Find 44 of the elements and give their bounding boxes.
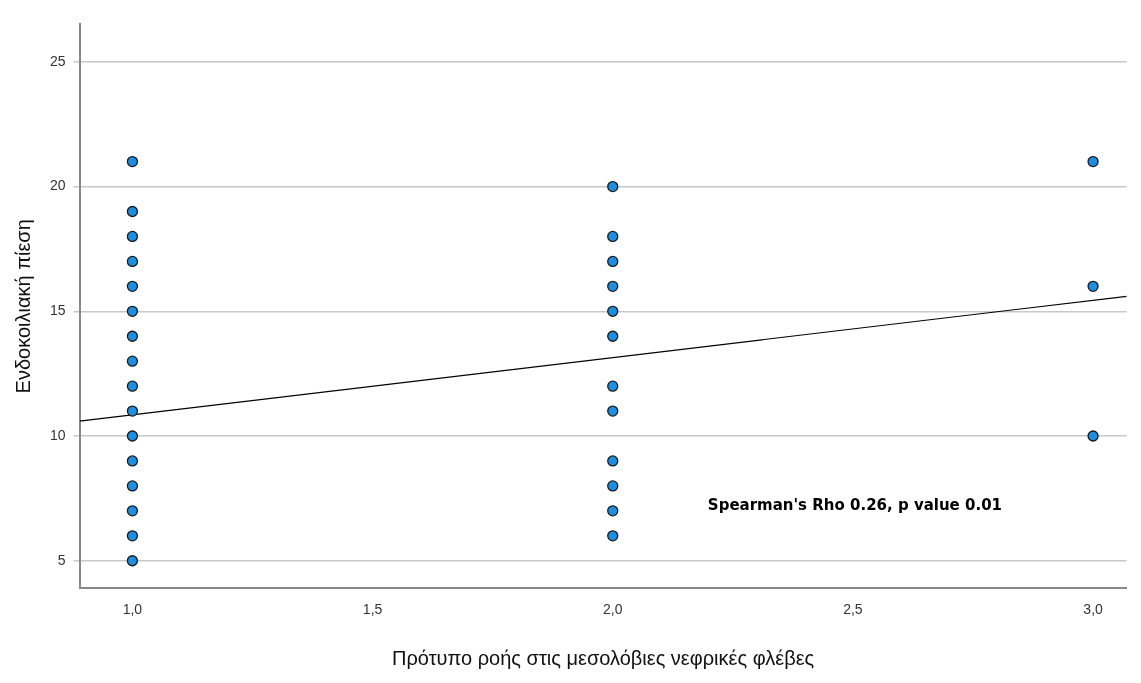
point [607, 330, 619, 342]
point [607, 530, 619, 542]
point [126, 405, 139, 417]
x-tick-label: 1,5 [362, 601, 383, 618]
point [126, 530, 139, 542]
y-axis-title: Ενδοκοιλιακή πίεση [11, 219, 34, 394]
point [607, 230, 619, 243]
x-tick-label: 3,0 [1083, 601, 1104, 618]
point [126, 380, 139, 392]
point [126, 330, 139, 342]
point [1087, 155, 1099, 168]
point [607, 380, 619, 392]
point [126, 505, 139, 517]
point [607, 180, 619, 193]
point [607, 280, 619, 292]
point [126, 205, 139, 218]
point [126, 455, 139, 467]
point [126, 480, 139, 492]
point [126, 355, 139, 367]
point [1087, 280, 1099, 292]
y-tick-label: 25 [49, 52, 66, 69]
point [607, 480, 619, 492]
y-tick-label: 20 [49, 177, 66, 194]
point [126, 305, 139, 317]
point [607, 305, 619, 317]
point [607, 405, 619, 417]
x-tick-label: 2,5 [843, 601, 863, 618]
y-tick-label: 10 [49, 426, 66, 443]
point [126, 280, 139, 292]
point [607, 255, 619, 268]
x-axis-title: Πρότυπο ροής στις μεσολόβιες νεφρικές φλέβες [392, 646, 815, 669]
point [1087, 430, 1099, 442]
point [126, 155, 139, 168]
point [126, 230, 139, 243]
y-tick-label: 5 [57, 551, 66, 568]
point [126, 430, 139, 442]
point [607, 505, 619, 517]
point [126, 555, 139, 567]
x-tick-label: 1,0 [122, 601, 143, 618]
annotation: Spearman's Rho 0.26, p value 0.01 [707, 496, 1003, 515]
point [607, 455, 619, 467]
x-tick-label: 2,0 [603, 601, 623, 618]
point [126, 255, 139, 268]
y-tick-label: 15 [49, 302, 66, 319]
